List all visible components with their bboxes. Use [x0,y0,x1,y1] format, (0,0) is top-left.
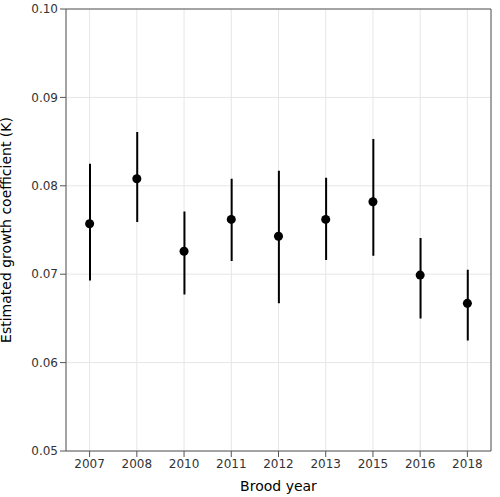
svg-text:0.06: 0.06 [31,356,58,370]
svg-text:2008: 2008 [122,457,153,471]
svg-text:Estimated growth coefficient (: Estimated growth coefficient (K̄) [8,117,14,343]
svg-text:2011: 2011 [216,457,247,471]
svg-text:2013: 2013 [310,457,341,471]
svg-text:0.09: 0.09 [31,91,58,105]
svg-text:Brood year: Brood year [240,478,317,494]
svg-text:2016: 2016 [405,457,436,471]
svg-text:0.07: 0.07 [31,267,58,281]
svg-text:0.10: 0.10 [31,2,58,16]
svg-text:2018: 2018 [452,457,483,471]
svg-text:2012: 2012 [263,457,294,471]
svg-text:2010: 2010 [169,457,200,471]
svg-text:2015: 2015 [358,457,389,471]
svg-text:0.05: 0.05 [31,444,58,458]
svg-text:2007: 2007 [74,457,105,471]
svg-text:0.08: 0.08 [31,179,58,193]
